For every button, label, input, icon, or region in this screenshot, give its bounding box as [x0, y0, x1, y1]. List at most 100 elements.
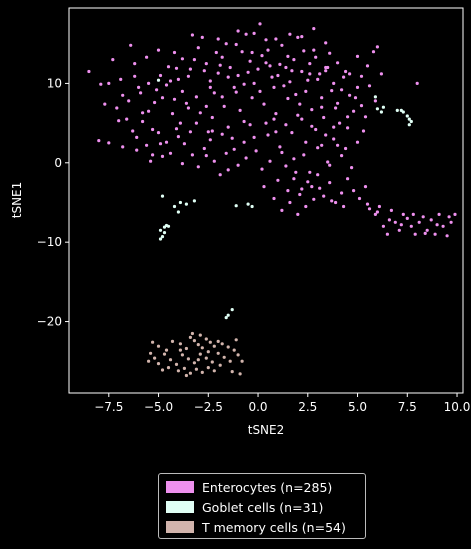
data-point-series-0 — [363, 115, 368, 119]
data-point-series-0 — [300, 35, 304, 39]
data-point-series-0 — [320, 105, 324, 109]
data-point-series-0 — [236, 73, 240, 78]
data-point-series-2 — [204, 337, 208, 341]
data-point-series-0 — [218, 63, 222, 67]
data-point-series-0 — [107, 141, 111, 145]
data-point-series-0 — [375, 210, 379, 214]
data-point-series-0 — [133, 74, 137, 78]
data-point-series-0 — [210, 115, 214, 120]
data-point-series-0 — [274, 37, 278, 41]
data-point-series-0 — [393, 220, 397, 224]
data-point-series-0 — [304, 140, 308, 144]
data-point-series-0 — [322, 194, 326, 198]
data-point-series-0 — [371, 50, 376, 54]
data-point-series-0 — [204, 62, 208, 66]
data-point-series-0 — [248, 123, 252, 127]
scatter-chart: −7.5 −5.0 −2.5 0.0 2.5 5.0 7.5 10.0 −20 −10 0 10 t… — [10, 7, 470, 437]
data-point-series-0 — [332, 81, 336, 85]
data-point-series-0 — [172, 50, 177, 55]
data-point-series-0 — [367, 84, 372, 88]
data-point-series-0 — [151, 127, 155, 132]
data-point-series-0 — [180, 89, 184, 93]
data-point-series-0 — [280, 208, 284, 212]
data-point-series-0 — [137, 85, 141, 89]
data-point-series-0 — [272, 85, 276, 89]
data-point-series-2 — [206, 366, 210, 370]
data-point-series-0 — [160, 154, 165, 158]
x-tick-label: −5.0 — [144, 400, 173, 414]
x-axis-label: tSNE2 — [248, 423, 285, 437]
data-point-series-0 — [224, 151, 228, 155]
data-point-series-2 — [188, 371, 192, 375]
data-point-series-0 — [204, 104, 208, 108]
data-point-series-2 — [216, 351, 220, 355]
data-point-series-0 — [348, 72, 352, 76]
data-point-series-0 — [180, 162, 184, 166]
data-point-series-0 — [222, 104, 226, 108]
data-point-series-0 — [385, 232, 389, 236]
data-point-series-0 — [353, 96, 358, 100]
data-point-series-2 — [184, 346, 188, 351]
x-axis-ticks: −7.5 −5.0 −2.5 0.0 2.5 5.0 7.5 10.0 — [94, 393, 470, 414]
data-point-series-0 — [276, 73, 280, 78]
data-point-series-0 — [292, 58, 296, 62]
data-point-series-0 — [248, 59, 252, 63]
data-point-series-0 — [433, 232, 437, 236]
data-point-series-0 — [344, 69, 348, 74]
y-tick-label: 10 — [47, 76, 62, 90]
legend-swatch — [166, 521, 194, 533]
data-point-series-0 — [342, 204, 346, 209]
data-point-series-0 — [359, 104, 364, 108]
data-point-series-0 — [127, 99, 131, 103]
data-point-series-0 — [234, 42, 238, 47]
x-tick-label: −2.5 — [194, 400, 223, 414]
data-point-series-0 — [359, 74, 364, 78]
data-point-series-0 — [206, 130, 210, 134]
data-point-series-0 — [129, 43, 133, 47]
data-point-series-0 — [379, 72, 383, 76]
data-point-series-0 — [166, 65, 171, 69]
data-point-series-0 — [397, 228, 401, 232]
data-point-series-2 — [156, 344, 161, 348]
data-point-series-0 — [192, 58, 196, 62]
data-point-series-0 — [282, 84, 286, 88]
data-point-series-0 — [324, 133, 328, 137]
data-point-series-2 — [153, 356, 157, 360]
data-point-series-0 — [310, 108, 314, 112]
data-point-series-2 — [196, 358, 200, 362]
data-point-series-0 — [324, 41, 328, 45]
data-point-series-2 — [226, 345, 230, 349]
data-point-series-0 — [280, 43, 284, 47]
data-point-series-0 — [310, 124, 314, 128]
data-point-series-0 — [156, 131, 161, 135]
data-point-series-2 — [200, 346, 204, 350]
data-point-series-0 — [210, 129, 214, 133]
legend: Enterocytes (n=285) Goblet cells (n=31) T … — [158, 473, 366, 539]
data-point-series-0 — [208, 79, 212, 83]
data-point-series-0 — [401, 212, 405, 216]
legend-swatch — [166, 481, 194, 493]
data-point-series-0 — [290, 69, 294, 73]
data-point-series-2 — [196, 343, 200, 347]
data-point-series-1 — [405, 114, 409, 118]
data-point-series-0 — [87, 69, 91, 74]
data-point-series-0 — [423, 231, 427, 235]
data-point-series-1 — [226, 313, 230, 317]
data-point-series-0 — [284, 164, 288, 168]
data-point-series-0 — [411, 212, 415, 216]
data-point-series-0 — [252, 81, 256, 85]
legend-swatch — [166, 501, 194, 513]
data-point-series-1 — [379, 110, 383, 114]
data-point-series-0 — [200, 35, 204, 40]
data-point-series-0 — [336, 101, 340, 105]
data-point-series-0 — [153, 100, 157, 105]
data-point-series-0 — [328, 51, 332, 55]
data-point-series-0 — [437, 212, 441, 216]
data-point-series-0 — [250, 96, 254, 100]
data-point-series-0 — [252, 135, 256, 139]
data-point-series-0 — [139, 91, 143, 95]
data-point-series-0 — [186, 106, 190, 110]
data-point-series-0 — [284, 123, 288, 127]
data-point-series-0 — [151, 153, 155, 157]
data-point-series-0 — [399, 223, 403, 227]
